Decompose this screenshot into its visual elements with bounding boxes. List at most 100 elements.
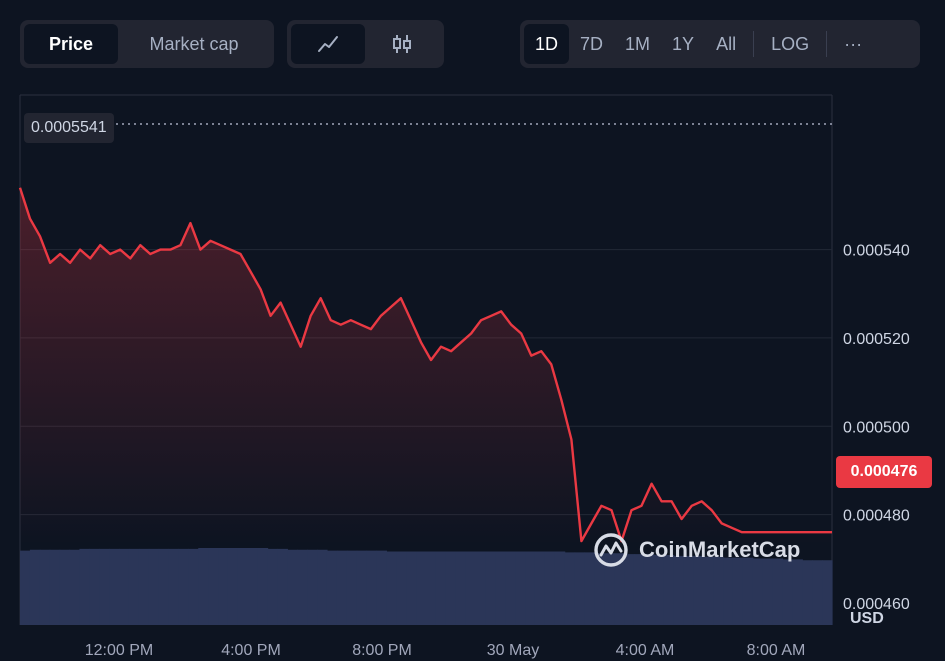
volume-bar — [69, 549, 81, 625]
volume-bar — [782, 559, 793, 625]
volume-bar — [267, 548, 279, 625]
volume-bar — [218, 548, 229, 625]
last-price-badge: 0.000476 — [836, 456, 932, 488]
volume-bar — [49, 549, 61, 625]
time-range-toggle: 1D 7D 1M 1Y All LOG ··· — [520, 20, 920, 68]
volume-bar — [416, 551, 427, 625]
volume-bar — [99, 548, 110, 625]
y-tick-label: 0.000500 — [843, 419, 910, 436]
separator — [753, 31, 755, 57]
volume-bar — [525, 551, 536, 625]
coinmarketcap-logo-icon — [594, 533, 628, 567]
range-1d[interactable]: 1D — [524, 24, 570, 64]
volume-bar — [435, 551, 447, 625]
volume-bar — [396, 551, 407, 625]
range-1m[interactable]: 1M — [625, 33, 651, 54]
range-7d[interactable]: 7D — [580, 33, 604, 54]
volume-bar — [89, 548, 100, 625]
volume-bar — [168, 548, 180, 625]
range-1y[interactable]: 1Y — [672, 33, 695, 54]
volume-bar — [822, 560, 833, 625]
volume-bar — [792, 559, 803, 625]
volume-bar — [148, 548, 160, 625]
y-tick-label: 0.000520 — [843, 331, 910, 348]
volume-bar — [495, 551, 506, 625]
volume-bar — [802, 560, 813, 625]
volume-bar — [346, 550, 358, 625]
volume-bar — [465, 551, 477, 625]
volume-bar — [653, 555, 665, 625]
y-tick-label: 0.000460 — [843, 596, 910, 613]
volume-bar — [178, 548, 189, 625]
volume-bar — [119, 548, 130, 625]
x-tick-label: 8:00 PM — [352, 642, 412, 659]
chart-type-toggle: Price Market cap — [20, 20, 274, 68]
volume-bar — [158, 548, 170, 625]
volume-bar — [633, 554, 645, 625]
tab-market-cap[interactable]: Market cap — [149, 33, 239, 54]
x-tick-label: 4:00 AM — [616, 642, 675, 659]
volume-bar — [544, 551, 556, 625]
volume-bar — [663, 555, 675, 625]
volume-bar — [426, 551, 437, 625]
volume-bar — [534, 551, 546, 625]
candlestick-chart-icon — [393, 35, 411, 53]
volume-bar — [732, 557, 744, 625]
volume-bar — [366, 550, 378, 625]
volume-bar — [227, 548, 239, 625]
volume-bar — [208, 548, 219, 625]
separator — [826, 31, 828, 57]
log-scale-button[interactable]: LOG — [771, 33, 810, 54]
volume-bar — [79, 548, 90, 625]
tab-price[interactable]: Price — [24, 24, 118, 64]
volume-bar — [643, 554, 655, 625]
volume-bar — [554, 551, 566, 625]
line-chart-icon — [318, 36, 338, 52]
volume-bar — [693, 555, 704, 625]
volume-bar — [336, 550, 348, 625]
volume-bar — [772, 558, 784, 625]
volume-bar — [445, 551, 457, 625]
x-tick-label: 8:00 AM — [747, 642, 806, 659]
x-tick-label: 12:00 PM — [85, 642, 153, 659]
volume-bar — [752, 558, 764, 625]
volume-bar — [138, 548, 150, 625]
watermark-text: CoinMarketCap — [639, 537, 801, 562]
line-chart-button[interactable] — [291, 24, 365, 64]
candlestick-chart-button[interactable] — [365, 24, 439, 64]
more-options-button[interactable]: ··· — [844, 33, 863, 54]
volume-bar — [614, 553, 625, 625]
y-tick-label: 0.000480 — [843, 508, 910, 525]
volume-bar — [762, 558, 774, 625]
volume-bar — [683, 555, 694, 625]
volume-bar — [39, 549, 51, 625]
range-all[interactable]: All — [716, 33, 737, 54]
price-area — [20, 187, 832, 545]
volume-bar — [485, 551, 496, 625]
volume-bar — [317, 549, 328, 625]
volume-bar — [742, 557, 754, 625]
x-tick-label: 30 May — [487, 642, 539, 659]
volume-bar — [594, 553, 605, 625]
volume-bars — [20, 548, 833, 625]
chart-style-toggle — [287, 20, 444, 68]
volume-bar — [564, 552, 576, 625]
volume-bar — [59, 549, 71, 625]
volume-bar — [356, 550, 368, 625]
volume-bar — [574, 552, 586, 625]
volume-bar — [505, 551, 516, 625]
volume-bar — [307, 549, 318, 625]
y-axis-labels: 0.000540 0.000520 0.000500 0.000480 0.000460 — [843, 243, 910, 613]
volume-bar — [277, 548, 288, 625]
y-tick-label: 0.000540 — [843, 243, 910, 260]
volume-bar — [703, 556, 714, 625]
coinmarketcap-watermark: CoinMarketCap — [592, 531, 800, 569]
volume-bar — [723, 557, 734, 625]
volume-bar — [406, 551, 417, 625]
volume-bar — [237, 548, 249, 625]
volume-bar — [475, 551, 487, 625]
volume-bar — [247, 548, 259, 625]
x-tick-label: 4:00 PM — [221, 642, 281, 659]
volume-bar — [257, 548, 269, 625]
